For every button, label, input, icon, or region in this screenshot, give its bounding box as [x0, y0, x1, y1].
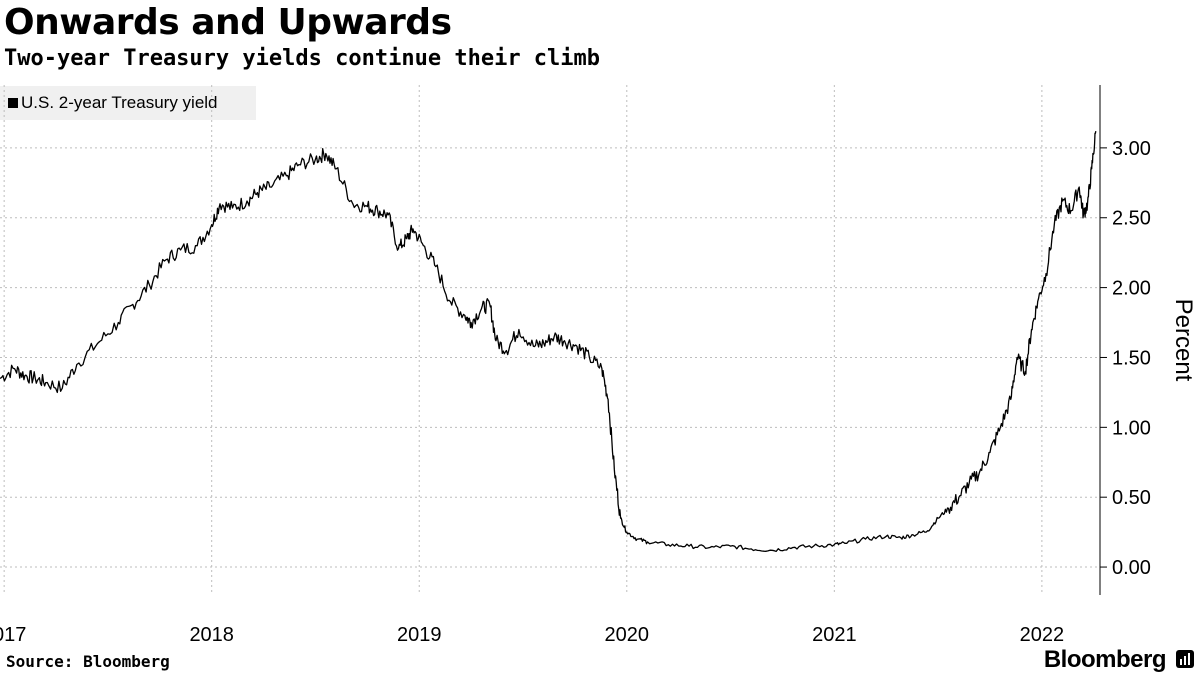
bloomberg-terminal-icon	[1176, 650, 1194, 668]
x-tick-label: 2022	[1020, 624, 1065, 646]
x-tick-label: 2019	[397, 624, 442, 646]
x-tick-label: 2017	[0, 624, 26, 646]
y-tick-label: 1.00	[1112, 417, 1151, 439]
y-tick-label: 1.50	[1112, 347, 1151, 369]
y-tick-label: 0.50	[1112, 487, 1151, 509]
x-tick-label: 2021	[812, 624, 857, 646]
source-note: Source: Bloomberg	[6, 652, 170, 671]
y-tick-label: 2.00	[1112, 278, 1151, 300]
legend-swatch-icon	[8, 98, 18, 108]
legend-label: U.S. 2-year Treasury yield	[21, 93, 218, 112]
chart-subtitle: Two-year Treasury yields continue their …	[4, 46, 601, 71]
series-layer	[0, 130, 1097, 553]
chart-title: Onwards and Upwards	[4, 2, 452, 43]
x-tick-label: 2018	[189, 624, 234, 646]
legend: U.S. 2-year Treasury yield	[0, 86, 256, 120]
brand-logo: Bloomberg	[1043, 646, 1167, 673]
grid-layer	[0, 85, 1100, 595]
y-tick-label: 0.00	[1112, 557, 1151, 579]
axis-layer: 0.00 0.50 1.00 1.50 2.00 2.50 3.00 2017 2018 2019…	[0, 85, 1151, 646]
y-tick-label: 3.00	[1112, 138, 1151, 160]
y-tick-label: 2.50	[1112, 208, 1151, 230]
series-line-us-2y-yield	[0, 130, 1097, 553]
x-tick-label: 2020	[605, 624, 650, 646]
y-axis-label: Percent	[1170, 299, 1197, 382]
